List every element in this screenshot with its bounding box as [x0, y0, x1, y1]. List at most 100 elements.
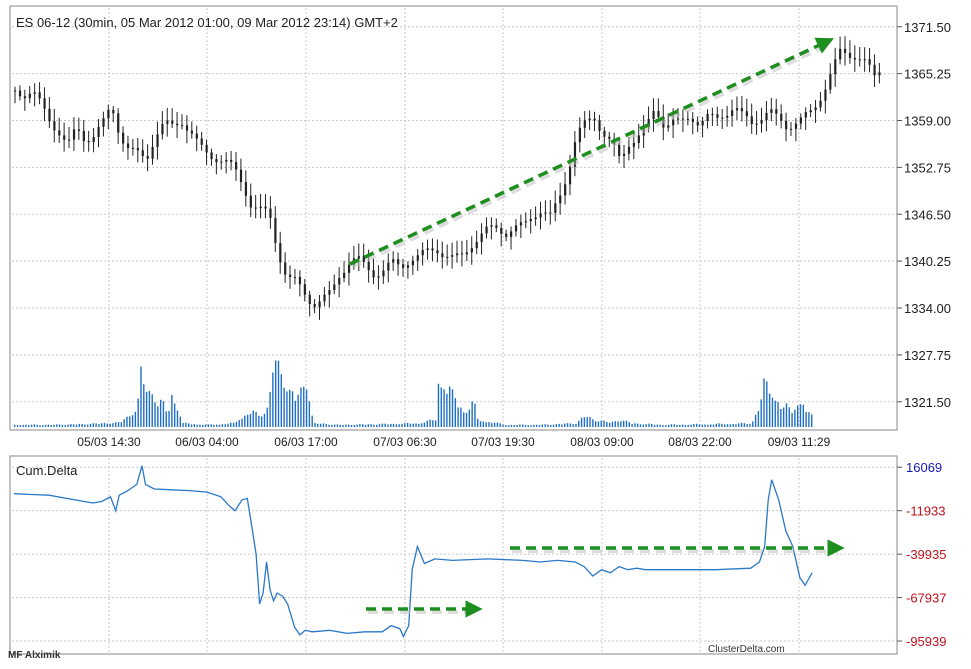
volume-bar: [603, 420, 605, 427]
chart-title: ES 06-12 (30min, 05 Mar 2012 01:00, 09 M…: [16, 15, 398, 30]
volume-bar: [50, 424, 52, 427]
candle-body: [647, 119, 650, 128]
volume-bar: [418, 423, 420, 427]
cumdelta-axis: 16069 -11933 -39935 -67937 -95939: [897, 460, 946, 649]
volume-bar: [651, 423, 653, 427]
volume-bar: [103, 423, 106, 427]
candle-body: [681, 118, 685, 120]
candle-body: [303, 284, 306, 295]
volume-bar: [157, 406, 159, 427]
candle-body: [686, 118, 690, 120]
volume-bar: [586, 417, 588, 427]
volume-bar: [39, 425, 41, 427]
candle-body: [117, 113, 120, 133]
candle-body: [534, 217, 537, 220]
candle-body: [411, 260, 415, 266]
candle-body: [657, 111, 660, 117]
volume-bar: [544, 424, 546, 427]
volume-bar: [662, 425, 664, 427]
volume-bar: [432, 420, 434, 427]
volume-bar: [131, 415, 134, 427]
volume-bar: [373, 424, 375, 427]
volume-bar: [378, 424, 381, 427]
volume-bar: [221, 424, 224, 427]
candle-body: [215, 159, 218, 163]
candle-body: [667, 125, 670, 128]
volume-bar: [387, 424, 389, 427]
candle-body: [603, 130, 606, 137]
volume-bar: [777, 401, 779, 427]
volume-bar: [207, 424, 210, 427]
volume-bar: [263, 413, 266, 427]
candle-body: [264, 206, 267, 209]
volume-bar: [434, 420, 437, 427]
volume-bar: [580, 417, 583, 427]
candle-body: [279, 242, 282, 263]
volume-bar: [743, 423, 746, 427]
volume-bar: [381, 423, 384, 427]
volume-bar: [202, 424, 204, 427]
ytick-label: 1340.25: [904, 254, 951, 269]
volume-bar: [676, 424, 678, 427]
volume-bar: [679, 424, 681, 427]
volume-bar: [448, 386, 451, 427]
candle-body: [382, 270, 385, 277]
ytick-label: 1371.50: [904, 20, 951, 35]
cd-tick-label: -11933: [906, 504, 946, 519]
volume-bar: [768, 393, 771, 427]
volume-bar: [361, 424, 364, 427]
arrow-main: [349, 37, 834, 266]
candle-body: [131, 147, 135, 149]
volume-bar: [75, 424, 78, 427]
volume-bar: [516, 424, 518, 427]
candle-body: [789, 128, 793, 130]
volume-bar: [134, 411, 137, 427]
candle-body: [485, 226, 488, 234]
xtick-label: 08/03 09:00: [570, 435, 634, 449]
candle-body: [873, 64, 876, 76]
volume-bar: [752, 421, 754, 427]
volume-bar: [86, 424, 89, 427]
candle-body: [392, 259, 395, 263]
volume-bar: [634, 423, 636, 427]
volume-bar: [106, 423, 109, 427]
volume-bar: [294, 400, 297, 427]
volume-bar: [735, 424, 737, 427]
candle-body: [701, 120, 704, 126]
candle-body: [401, 264, 405, 268]
volume-bar: [204, 424, 207, 427]
candle-body: [436, 250, 439, 254]
volume-bar: [673, 424, 675, 427]
candle-body: [53, 121, 56, 131]
volume-bar: [61, 424, 64, 427]
ytick-label: 1327.75: [904, 348, 951, 363]
candle-body: [87, 141, 90, 143]
candle-body: [819, 100, 822, 108]
volume-bar: [151, 394, 153, 427]
volume-bar: [370, 424, 372, 427]
volume-bar: [336, 424, 339, 427]
candle-body: [112, 109, 115, 114]
candle-body: [357, 256, 360, 259]
candle-body: [122, 132, 125, 144]
volume-bar: [583, 417, 586, 427]
candle-body: [377, 276, 380, 278]
candle-body: [637, 135, 640, 143]
volume-bar: [14, 424, 16, 427]
volume-bar: [513, 424, 515, 427]
candle-body: [249, 195, 252, 208]
volume-bar: [30, 424, 33, 427]
volume-bar: [665, 425, 667, 427]
candle-body: [308, 294, 311, 305]
volume-bar: [788, 407, 790, 427]
candle-body: [97, 126, 100, 137]
volume-bar: [569, 423, 572, 427]
volume-bar: [412, 423, 414, 427]
volume-bar: [227, 423, 229, 427]
volume-bar: [564, 423, 566, 427]
volume-bar: [491, 422, 493, 427]
volume-bar: [460, 407, 462, 427]
volume-bar: [639, 424, 642, 427]
candle-body: [672, 119, 675, 126]
